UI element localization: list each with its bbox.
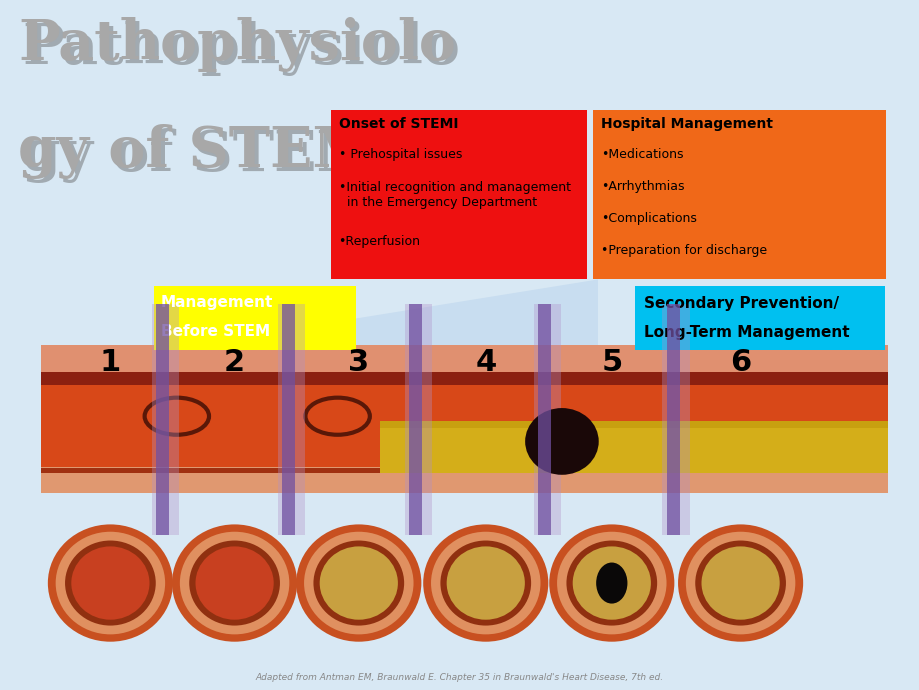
Text: Pathophysiolo: Pathophysiolo — [22, 21, 459, 77]
Ellipse shape — [549, 524, 674, 642]
Text: 4: 4 — [474, 348, 496, 377]
Ellipse shape — [189, 540, 279, 626]
Bar — [278, 304, 305, 535]
Bar — [380, 421, 887, 473]
Bar — [153, 286, 356, 350]
Bar — [41, 345, 887, 375]
Bar — [666, 304, 679, 535]
Ellipse shape — [431, 532, 540, 634]
Bar — [41, 345, 887, 493]
Ellipse shape — [65, 540, 155, 626]
Ellipse shape — [596, 562, 627, 604]
Text: Before STEM: Before STEM — [161, 324, 270, 339]
Ellipse shape — [695, 540, 785, 626]
Bar — [41, 385, 887, 471]
Text: Long-Term Management: Long-Term Management — [643, 325, 849, 340]
Ellipse shape — [55, 532, 165, 634]
Ellipse shape — [566, 540, 656, 626]
Ellipse shape — [423, 524, 548, 642]
Text: •Arrhythmias: •Arrhythmias — [600, 180, 684, 193]
Bar — [634, 286, 884, 350]
Text: gy of STEMI: gy of STEMI — [18, 124, 400, 179]
Bar — [41, 372, 887, 386]
Ellipse shape — [572, 546, 651, 620]
Bar — [331, 110, 586, 279]
Bar — [41, 468, 887, 473]
Ellipse shape — [701, 546, 779, 620]
Text: Adapted from Antman EM, Braunwald E. Chapter 35 in Braunwald's Heart Disease, 7t: Adapted from Antman EM, Braunwald E. Cha… — [255, 673, 664, 682]
Ellipse shape — [303, 532, 414, 634]
Ellipse shape — [440, 540, 530, 626]
Text: •Initial recognition and management
  in the Emergency Department: •Initial recognition and management in t… — [338, 181, 570, 210]
Polygon shape — [170, 279, 597, 348]
Bar — [156, 304, 169, 535]
Text: Secondary Prevention/: Secondary Prevention/ — [643, 296, 838, 311]
Ellipse shape — [48, 524, 173, 642]
Text: Management: Management — [161, 295, 273, 310]
Bar — [533, 304, 561, 535]
Bar — [380, 428, 887, 473]
Ellipse shape — [179, 532, 289, 634]
Text: •Reperfusion: •Reperfusion — [338, 235, 420, 248]
Ellipse shape — [677, 524, 802, 642]
Text: •Medications: •Medications — [600, 148, 683, 161]
Text: Hospital Management: Hospital Management — [600, 117, 772, 131]
Text: •Preparation for discharge: •Preparation for discharge — [600, 244, 766, 257]
Text: 6: 6 — [729, 348, 751, 377]
Ellipse shape — [196, 546, 274, 620]
Ellipse shape — [557, 532, 666, 634]
Bar — [152, 304, 179, 535]
Ellipse shape — [72, 546, 149, 620]
Text: 5: 5 — [600, 348, 622, 377]
Text: •Complications: •Complications — [600, 212, 696, 225]
Bar — [662, 304, 689, 535]
Bar — [282, 304, 295, 535]
Ellipse shape — [313, 540, 403, 626]
Text: Pathophysiolo: Pathophysiolo — [18, 17, 456, 72]
Bar — [41, 466, 887, 493]
Text: gy of STEMI: gy of STEMI — [22, 128, 403, 184]
Ellipse shape — [686, 532, 795, 634]
Bar — [538, 304, 550, 535]
Ellipse shape — [447, 546, 525, 620]
Text: • Prehospital issues: • Prehospital issues — [338, 148, 461, 161]
Ellipse shape — [172, 524, 297, 642]
Bar — [593, 110, 885, 279]
Text: 2: 2 — [224, 348, 244, 377]
Text: 3: 3 — [348, 348, 369, 377]
Ellipse shape — [320, 546, 398, 620]
Ellipse shape — [296, 524, 421, 642]
Bar — [404, 304, 432, 535]
Ellipse shape — [525, 408, 598, 475]
Bar — [409, 304, 422, 535]
Text: 1: 1 — [99, 348, 121, 377]
Text: Onset of STEMI: Onset of STEMI — [338, 117, 458, 131]
